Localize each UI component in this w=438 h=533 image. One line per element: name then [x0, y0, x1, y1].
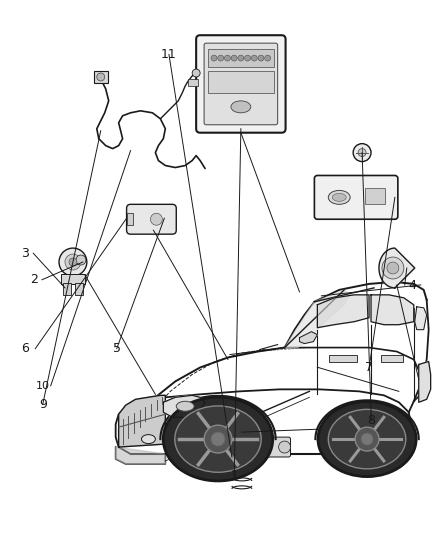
Circle shape [218, 55, 224, 61]
Circle shape [238, 55, 244, 61]
Polygon shape [163, 395, 205, 417]
Polygon shape [285, 290, 349, 348]
Circle shape [224, 55, 230, 61]
Ellipse shape [176, 401, 194, 411]
Bar [63, 283, 71, 295]
Circle shape [59, 248, 87, 276]
Circle shape [69, 258, 77, 266]
Ellipse shape [318, 401, 416, 477]
Ellipse shape [332, 193, 346, 201]
Circle shape [211, 432, 225, 446]
Polygon shape [419, 361, 431, 402]
Text: 2: 2 [30, 273, 38, 286]
Bar [365, 188, 385, 204]
Circle shape [355, 427, 379, 451]
Text: 9: 9 [39, 398, 47, 411]
Text: 3: 3 [21, 247, 29, 260]
Circle shape [204, 425, 232, 453]
Polygon shape [371, 295, 414, 325]
Polygon shape [318, 295, 369, 328]
Bar [94, 71, 108, 83]
Circle shape [244, 55, 251, 61]
Bar [61, 274, 85, 284]
FancyBboxPatch shape [127, 204, 176, 234]
Text: 6: 6 [21, 342, 29, 355]
Text: 11: 11 [161, 48, 177, 61]
Circle shape [192, 69, 200, 77]
Ellipse shape [328, 409, 406, 469]
Circle shape [387, 262, 399, 274]
Text: 4: 4 [409, 279, 417, 292]
Circle shape [265, 55, 271, 61]
Ellipse shape [231, 101, 251, 113]
Bar [208, 49, 274, 67]
FancyBboxPatch shape [196, 35, 286, 133]
Bar [208, 71, 274, 93]
Ellipse shape [141, 434, 155, 443]
FancyBboxPatch shape [267, 437, 290, 457]
Polygon shape [119, 395, 165, 447]
Circle shape [258, 55, 264, 61]
Polygon shape [415, 307, 427, 330]
Circle shape [251, 55, 257, 61]
Text: 8: 8 [367, 414, 375, 427]
Circle shape [382, 257, 404, 279]
Text: 5: 5 [113, 342, 121, 355]
Ellipse shape [163, 397, 273, 481]
Circle shape [279, 441, 290, 453]
Text: 7: 7 [365, 361, 373, 374]
FancyBboxPatch shape [204, 43, 278, 125]
Text: 1: 1 [230, 470, 238, 482]
Polygon shape [379, 248, 415, 288]
Polygon shape [116, 447, 165, 464]
Circle shape [150, 213, 162, 225]
Ellipse shape [175, 406, 261, 472]
Polygon shape [300, 332, 318, 344]
Bar [127, 213, 133, 225]
Bar [381, 354, 403, 362]
Circle shape [97, 73, 105, 81]
Circle shape [231, 55, 237, 61]
FancyBboxPatch shape [225, 430, 264, 462]
Circle shape [65, 254, 81, 270]
Circle shape [353, 144, 371, 161]
Bar [329, 354, 357, 362]
Bar [188, 79, 198, 86]
Circle shape [358, 149, 366, 157]
Circle shape [211, 55, 217, 61]
Ellipse shape [328, 190, 350, 204]
FancyBboxPatch shape [314, 175, 398, 219]
Circle shape [76, 255, 86, 265]
Text: 10: 10 [36, 381, 50, 391]
Bar [75, 283, 83, 295]
Circle shape [361, 433, 373, 445]
